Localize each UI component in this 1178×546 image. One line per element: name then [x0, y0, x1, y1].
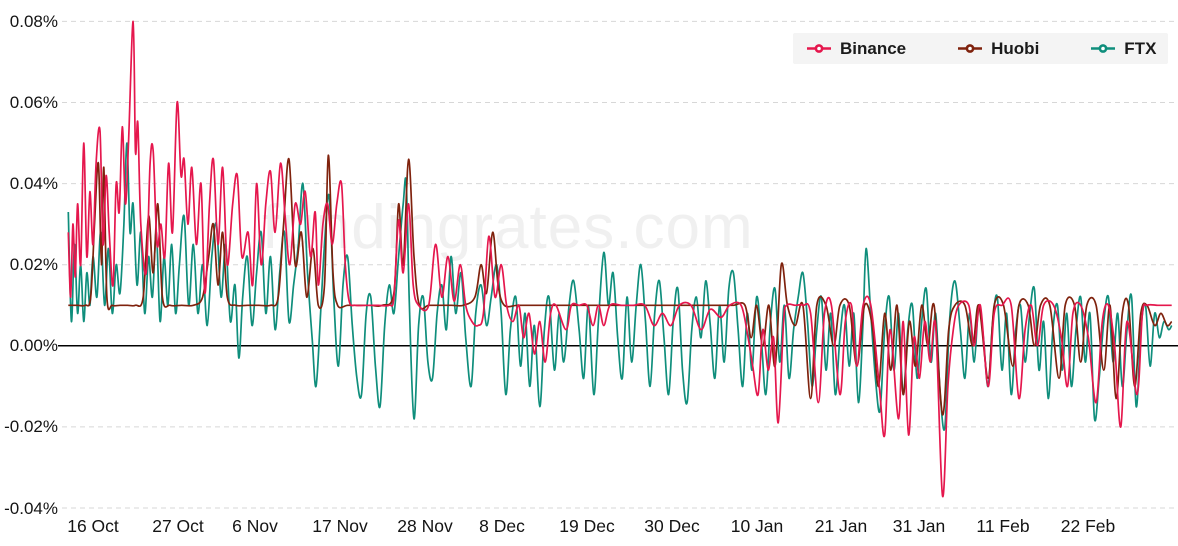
y-tick-label: 0.02%	[9, 255, 58, 274]
x-tick-label: 31 Jan	[892, 516, 946, 536]
legend-marker-icon	[958, 44, 983, 53]
legend-marker-icon	[807, 44, 831, 53]
legend: Binance Huobi FTX	[793, 33, 1168, 64]
y-tick-label: 0.06%	[9, 93, 58, 112]
y-tick-label: 0.00%	[9, 336, 58, 355]
legend-item-ftx[interactable]: FTX	[1091, 39, 1156, 59]
x-tick-label: 22 Feb	[1060, 516, 1116, 536]
legend-item-huobi[interactable]: Huobi	[958, 39, 1039, 59]
x-tick-label: 16 Oct	[67, 516, 119, 536]
x-tick-label: 28 Nov	[397, 516, 453, 536]
x-tick-label: 27 Oct	[152, 516, 204, 536]
x-tick-label: 17 Nov	[312, 516, 368, 536]
legend-label: Binance	[840, 38, 907, 58]
legend-marker-icon	[1091, 44, 1116, 53]
y-tick-label: 0.04%	[9, 174, 58, 193]
legend-label: Huobi	[991, 38, 1040, 58]
x-tick-label: 8 Dec	[479, 516, 525, 536]
gridlines	[58, 20, 1178, 509]
x-tick-label: 19 Dec	[559, 516, 615, 536]
legend-label: FTX	[1124, 38, 1157, 58]
x-tick-label: 30 Dec	[644, 516, 700, 536]
x-tick-label: 6 Nov	[232, 516, 278, 536]
y-tick-label: 0.08%	[9, 12, 58, 31]
legend-item-binance[interactable]: Binance	[807, 39, 906, 59]
x-tick-label: 21 Jan	[814, 516, 868, 536]
x-tick-label: 11 Feb	[976, 516, 1030, 536]
y-tick-label: -0.04%	[4, 499, 58, 518]
y-tick-label: -0.02%	[4, 417, 58, 436]
x-tick-label: 10 Jan	[730, 516, 784, 536]
binance-series-line	[67, 20, 1172, 498]
